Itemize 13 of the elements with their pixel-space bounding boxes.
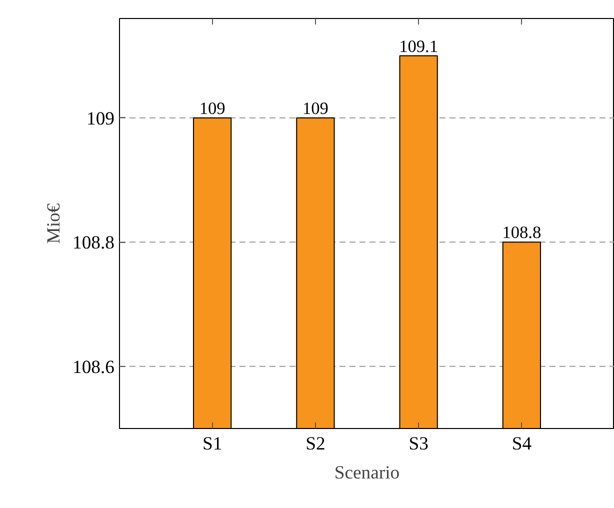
data-label: 109	[199, 98, 226, 118]
y-tick-label: 108.6	[72, 356, 115, 378]
x-tick-label: S4	[512, 434, 532, 454]
y-tick-label: 109	[86, 108, 114, 130]
x-tick-label: S3	[408, 434, 428, 454]
data-label: 109.1	[399, 36, 438, 56]
x-axis-title: Scenario	[334, 462, 400, 484]
y-tick-label: 108.8	[72, 232, 115, 254]
data-label: 109	[302, 98, 328, 118]
x-tick-label: S2	[306, 434, 326, 454]
x-tick-label: S1	[202, 434, 222, 454]
y-axis-title: Mio€	[44, 202, 65, 244]
data-label: 108.8	[502, 223, 542, 242]
